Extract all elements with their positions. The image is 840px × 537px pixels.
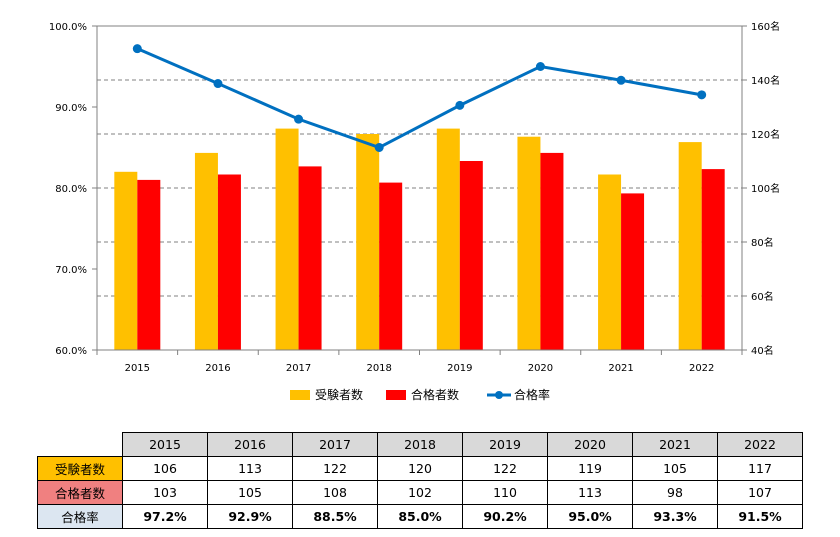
x-tick-label: 2020: [528, 363, 553, 374]
table-cell: 105: [207, 480, 293, 505]
table-cell: 92.9%: [207, 504, 293, 529]
year-header: 2019: [462, 432, 548, 457]
y-left-tick-label: 60.0%: [55, 346, 87, 357]
x-tick-label: 2021: [608, 363, 633, 374]
year-header: 2016: [207, 432, 293, 457]
bar-applicants: [517, 136, 541, 350]
table-cell: 119: [547, 456, 633, 481]
table-cell: 106: [122, 456, 208, 481]
table-cell: 91.5%: [717, 504, 803, 529]
table-cell: 103: [122, 480, 208, 505]
table-cell: 107: [717, 480, 803, 505]
year-header: 2018: [377, 432, 463, 457]
y-left-tick-label: 80.0%: [55, 184, 87, 195]
pass-rate-chart: 60.0% 70.0% 80.0% 90.0% 100.0% 40名 60名 80名 100名 1…: [49, 20, 780, 402]
bar-passers: [217, 174, 241, 350]
table-cell: 120: [377, 456, 463, 481]
bar-applicants: [598, 174, 622, 350]
table-cell: 117: [717, 456, 803, 481]
pass-rate-line: [132, 44, 707, 152]
table-row-passers: 合格者数 103 105 108 102 110 113 98 107: [37, 480, 803, 505]
table-row-applicants: 受験者数 106 113 122 120 122 119 105 117: [37, 456, 803, 481]
pass-rate-point: [294, 114, 304, 124]
table-header-row: 2015 2016 2017 2018 2019 2020 2021 2022: [37, 432, 803, 457]
year-header: 2015: [122, 432, 208, 457]
year-header: 2020: [547, 432, 633, 457]
y-right-tick-label: 160名: [751, 20, 780, 33]
bar-applicants: [114, 171, 138, 350]
y-right-tick-label: 60名: [751, 290, 774, 303]
axes: [92, 25, 747, 355]
table-cell: 98: [632, 480, 718, 505]
year-header: 2021: [632, 432, 718, 457]
year-header: 2017: [292, 432, 378, 457]
data-table: 2015 2016 2017 2018 2019 2020 2021 2022 …: [37, 432, 803, 529]
table-cell: 90.2%: [462, 504, 548, 529]
pass-rate-point: [132, 44, 142, 54]
bar-passers: [540, 152, 564, 350]
table-cell: 85.0%: [377, 504, 463, 529]
bar-applicants: [436, 128, 460, 350]
legend-label: 合格者数: [411, 387, 459, 402]
pass-rate-point: [697, 90, 707, 100]
y-left-tick-label: 100.0%: [49, 22, 87, 33]
bar-passers: [701, 169, 725, 350]
table-cell: 102: [377, 480, 463, 505]
x-tick-label: 2022: [689, 363, 714, 374]
bar-applicants: [356, 134, 380, 350]
table-corner: [37, 432, 123, 457]
table-cell: 88.5%: [292, 504, 378, 529]
bar-applicants: [275, 128, 299, 350]
y-left-tick-label: 70.0%: [55, 265, 87, 276]
table-cell: 110: [462, 480, 548, 505]
table-cell: 122: [462, 456, 548, 481]
bar-passers: [137, 179, 161, 350]
legend-label: 合格率: [514, 387, 550, 402]
y-right-tick-label: 140名: [751, 74, 780, 87]
table-cell: 105: [632, 456, 718, 481]
bar-passers: [298, 166, 322, 350]
x-tick-label: 2019: [447, 363, 472, 374]
tick-labels: 60.0% 70.0% 80.0% 90.0% 100.0% 40名 60名 80名 100名 1…: [49, 20, 780, 374]
y-left-tick-label: 90.0%: [55, 103, 87, 114]
row-label-pass-rate: 合格率: [37, 504, 123, 529]
x-tick-label: 2017: [286, 363, 311, 374]
y-right-tick-label: 40名: [751, 344, 774, 357]
bar-passers: [379, 182, 403, 350]
x-tick-label: 2018: [366, 363, 391, 374]
table-cell: 108: [292, 480, 378, 505]
legend: 受験者数 合格者数 合格率: [290, 387, 550, 402]
row-label-applicants: 受験者数: [37, 456, 123, 481]
legend-swatch-marker: [495, 391, 503, 399]
y-right-tick-label: 80名: [751, 236, 774, 249]
legend-swatch: [386, 390, 406, 400]
table-row-pass-rate: 合格率 97.2% 92.9% 88.5% 85.0% 90.2% 95.0% …: [37, 504, 803, 529]
x-tick-label: 2016: [205, 363, 230, 374]
table-cell: 95.0%: [547, 504, 633, 529]
grid-lines: [97, 25, 742, 297]
x-tick-label: 2015: [125, 363, 150, 374]
table-cell: 93.3%: [632, 504, 718, 529]
pass-rate-point: [213, 79, 223, 89]
y-right-tick-label: 100名: [751, 182, 780, 195]
table-cell: 113: [547, 480, 633, 505]
row-label-passers: 合格者数: [37, 480, 123, 505]
table-cell: 122: [292, 456, 378, 481]
bar-applicants: [678, 142, 702, 350]
table-cell: 113: [207, 456, 293, 481]
pass-rate-polyline: [136, 47, 702, 150]
bar-applicants: [194, 152, 218, 350]
pass-rate-point: [616, 75, 626, 85]
table-cell: 97.2%: [122, 504, 208, 529]
legend-label: 受験者数: [315, 387, 363, 402]
year-header: 2022: [717, 432, 803, 457]
bar-passers: [621, 193, 645, 350]
pass-rate-point: [535, 62, 545, 71]
legend-swatch: [290, 390, 310, 400]
y-right-tick-label: 120名: [751, 128, 780, 141]
pass-rate-point: [455, 100, 465, 110]
bar-passers: [459, 161, 483, 350]
pass-rate-point: [374, 143, 384, 152]
bars: [114, 128, 725, 350]
